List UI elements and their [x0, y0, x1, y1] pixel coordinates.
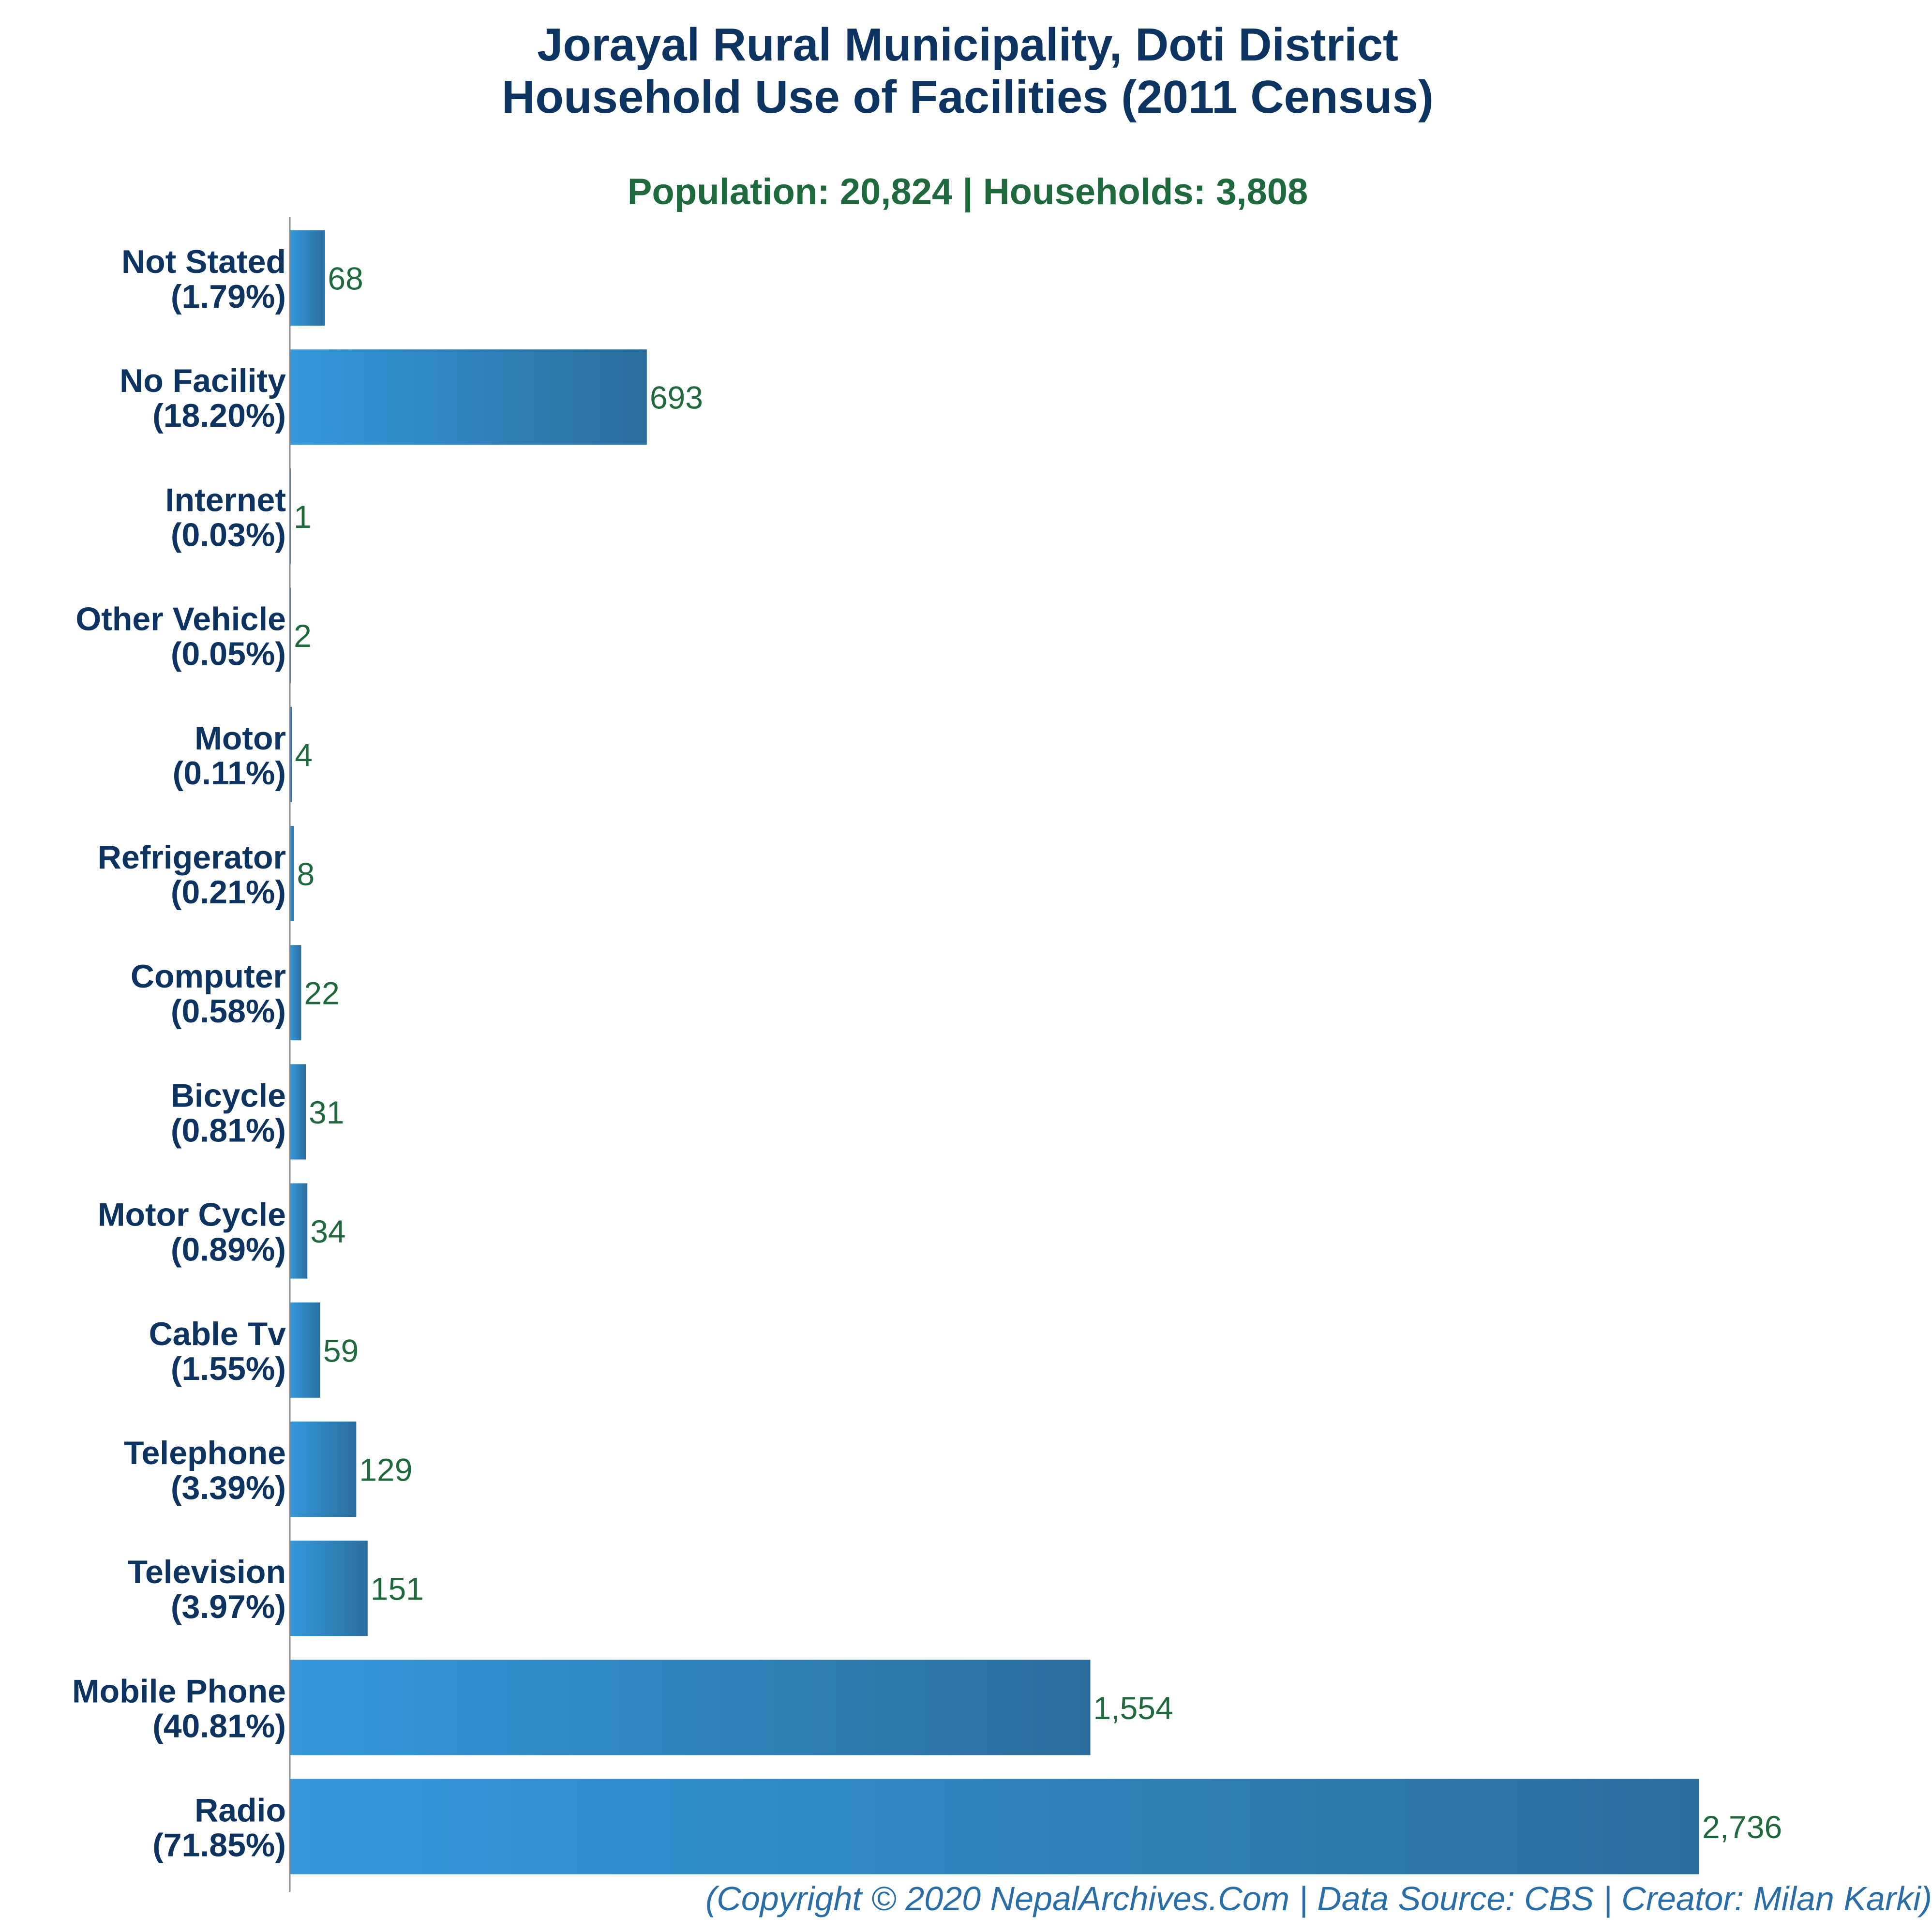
category-label-refrigerator: Refrigerator (0.21%)	[98, 839, 286, 911]
bar-not-stated	[290, 230, 325, 326]
value-label-other-vehicle: 2	[294, 618, 312, 654]
bar-cable-tv	[290, 1302, 320, 1398]
chart-title-line2: Household Use of Facilities (2011 Census…	[502, 71, 1434, 123]
value-label-motor: 4	[295, 737, 313, 773]
bars-group	[290, 230, 1699, 1874]
category-label-radio: Radio (71.85%)	[152, 1792, 286, 1864]
chart-subtitle: Population: 20,824 | Households: 3,808	[628, 171, 1308, 213]
category-label-no-facility: No Facility (18.20%)	[120, 362, 286, 434]
value-label-radio: 2,736	[1702, 1809, 1782, 1845]
category-labels: Not Stated (1.79%) No Facility (18.20%) Inte…	[72, 243, 286, 1864]
category-label-internet: Internet (0.03%)	[165, 481, 286, 553]
value-label-computer: 22	[304, 975, 339, 1011]
bar-refrigerator	[290, 826, 294, 921]
category-label-other-vehicle: Other Vehicle (0.05%)	[75, 601, 286, 673]
bar-television	[290, 1541, 368, 1636]
bar-mobile-phone	[290, 1660, 1091, 1755]
category-label-mobile-phone: Mobile Phone (40.81%)	[72, 1673, 286, 1744]
value-labels: 68 693 1 2 4 8 22 31 34 59 129 151 1,554 2,736	[294, 261, 1782, 1845]
category-label-bicycle: Bicycle (0.81%)	[171, 1077, 286, 1149]
value-label-cable-tv: 59	[323, 1333, 359, 1368]
bar-motor	[290, 706, 292, 802]
value-label-not-stated: 68	[328, 261, 363, 297]
category-label-television: Television (3.97%)	[127, 1554, 286, 1625]
value-label-bicycle: 31	[309, 1094, 344, 1130]
bar-motor-cycle	[290, 1183, 308, 1279]
category-label-telephone: Telephone (3.39%)	[124, 1435, 286, 1506]
value-label-refrigerator: 8	[297, 856, 315, 892]
copyright-footer: (Copyright © 2020 NepalArchives.Com | Da…	[705, 1880, 1932, 1918]
value-label-internet: 1	[294, 499, 312, 535]
category-label-computer: Computer (0.58%)	[131, 958, 286, 1030]
category-label-motor-cycle: Motor Cycle (0.89%)	[98, 1197, 286, 1268]
bar-bicycle	[290, 1064, 306, 1160]
value-label-telephone: 129	[359, 1452, 412, 1488]
chart-title: Jorayal Rural Municipality, Doti Distric…	[537, 19, 1398, 71]
category-label-motor: Motor (0.11%)	[173, 720, 286, 792]
value-label-motor-cycle: 34	[310, 1213, 345, 1249]
category-label-not-stated: Not Stated (1.79%)	[121, 243, 286, 315]
bar-no-facility	[290, 349, 647, 445]
category-label-cable-tv: Cable Tv (1.55%)	[149, 1316, 286, 1387]
bar-computer	[290, 945, 301, 1041]
value-label-television: 151	[371, 1571, 424, 1607]
value-label-no-facility: 693	[650, 380, 703, 416]
value-label-mobile-phone: 1,554	[1093, 1690, 1173, 1726]
bar-telephone	[290, 1422, 357, 1517]
bar-radio	[290, 1779, 1699, 1874]
